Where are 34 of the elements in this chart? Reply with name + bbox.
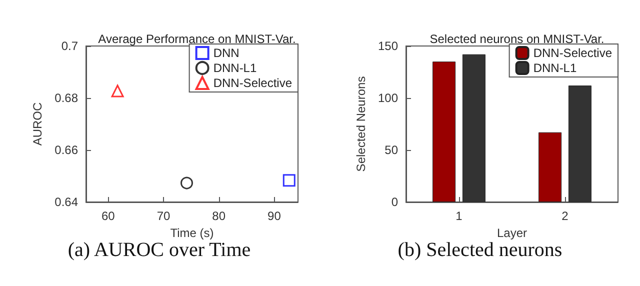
bar bbox=[462, 54, 486, 202]
legend-label: DNN bbox=[213, 46, 240, 60]
bar bbox=[432, 62, 456, 202]
legend-label: DNN-L1 bbox=[213, 61, 257, 75]
point bbox=[282, 174, 296, 187]
y-axis-title: Selected Neurons bbox=[354, 76, 368, 172]
legend-label: DNN-Selective bbox=[213, 76, 292, 90]
bar bbox=[538, 132, 562, 202]
y-tick-label: 50 bbox=[384, 143, 398, 157]
text: (b) Selected neurons bbox=[398, 239, 562, 261]
y-tick-label: 100 bbox=[378, 91, 398, 105]
x-axis-title: Time (s) bbox=[170, 226, 214, 240]
x-tick-label: 90 bbox=[268, 209, 282, 223]
x-tick-label: 2 bbox=[562, 209, 569, 223]
y-tick-label: 0.7 bbox=[61, 39, 78, 53]
y-tick-label: 0 bbox=[391, 195, 398, 209]
y-tick-label: 0.68 bbox=[54, 91, 78, 105]
legend-label: DNN-L1 bbox=[533, 61, 577, 75]
y-tick-label: 0.64 bbox=[54, 195, 78, 209]
y-tick-label: 0.66 bbox=[54, 143, 78, 157]
y-axis-title: AUROC bbox=[30, 102, 45, 146]
x-axis-title: Layer bbox=[496, 226, 528, 240]
chart-title: Average Performance on MNIST-Var. bbox=[98, 32, 296, 46]
point bbox=[111, 84, 124, 98]
y-tick-label: 150 bbox=[378, 39, 398, 53]
x-tick-label: 1 bbox=[456, 209, 463, 223]
x-tick-label: 80 bbox=[212, 209, 226, 223]
chart-title: Selected neurons on MNIST-Var. bbox=[430, 32, 604, 46]
point bbox=[180, 176, 193, 190]
x-tick-label: 60 bbox=[101, 209, 116, 223]
bar bbox=[568, 86, 592, 202]
x-tick-label: 70 bbox=[156, 209, 170, 223]
legend-label: DNN-Selective bbox=[533, 46, 612, 60]
text: (a) AUROC over Time bbox=[68, 239, 251, 261]
